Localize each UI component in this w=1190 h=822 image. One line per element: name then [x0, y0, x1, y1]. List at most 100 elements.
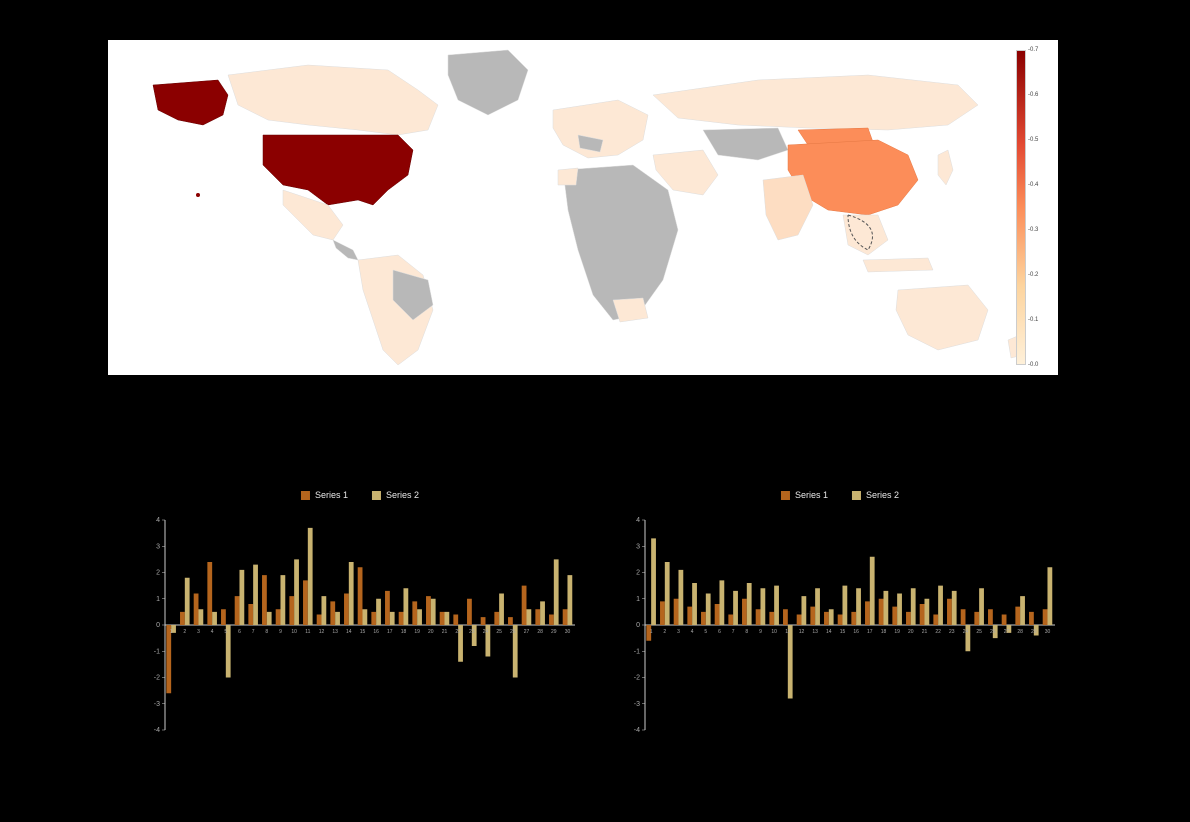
world-map-svg: [108, 40, 1058, 375]
legend-label-a2: Series 2: [386, 490, 419, 500]
svg-text:7: 7: [252, 629, 255, 635]
colorbar-tick: -0.4: [1028, 182, 1038, 188]
svg-text:12: 12: [319, 629, 325, 635]
svg-text:-2: -2: [154, 675, 160, 682]
legend-label-a1: Series 1: [315, 490, 348, 500]
svg-text:-3: -3: [634, 701, 640, 708]
country-russia: [653, 75, 978, 130]
svg-text:8: 8: [745, 629, 748, 635]
legend-item-a2: Series 2: [372, 490, 419, 500]
colorbar-tick: -0.6: [1028, 92, 1038, 98]
country-japan: [938, 150, 953, 185]
country-australia: [896, 285, 988, 350]
svg-text:4: 4: [691, 629, 694, 635]
svg-text:29: 29: [1031, 629, 1037, 635]
legend-swatch-b1: [781, 491, 790, 500]
svg-text:5: 5: [224, 629, 227, 635]
legend-item-b1: Series 1: [781, 490, 828, 500]
svg-text:28: 28: [1017, 629, 1023, 635]
svg-text:3: 3: [197, 629, 200, 635]
svg-text:23: 23: [469, 629, 475, 635]
legend-item-a1: Series 1: [301, 490, 348, 500]
bar-chart-a: Series 1 Series 2 -4-3-2-101234123456789…: [140, 460, 580, 760]
legend-swatch-a2: [372, 491, 381, 500]
svg-text:15: 15: [360, 629, 366, 635]
legend-swatch-a1: [301, 491, 310, 500]
svg-text:28: 28: [537, 629, 543, 635]
svg-text:-4: -4: [634, 727, 640, 734]
colorbar: -0.0-0.1-0.2-0.3-0.4-0.5-0.6-0.7: [1016, 50, 1044, 365]
region-indonesia: [863, 258, 933, 272]
svg-text:14: 14: [826, 629, 832, 635]
svg-text:3: 3: [677, 629, 680, 635]
country-usa-hawaii: [196, 193, 200, 197]
svg-text:20: 20: [428, 629, 434, 635]
svg-text:30: 30: [1045, 629, 1051, 635]
svg-text:19: 19: [894, 629, 900, 635]
svg-text:20: 20: [908, 629, 914, 635]
svg-text:0: 0: [156, 622, 160, 629]
svg-text:8: 8: [265, 629, 268, 635]
svg-text:21: 21: [922, 629, 928, 635]
svg-text:6: 6: [718, 629, 721, 635]
svg-text:1: 1: [650, 629, 653, 635]
svg-text:12: 12: [799, 629, 805, 635]
svg-text:24: 24: [483, 629, 489, 635]
svg-text:29: 29: [551, 629, 557, 635]
svg-text:13: 13: [812, 629, 818, 635]
svg-text:0: 0: [636, 622, 640, 629]
svg-text:21: 21: [442, 629, 448, 635]
region-central-america: [333, 240, 358, 260]
svg-text:17: 17: [387, 629, 393, 635]
svg-text:1: 1: [636, 596, 640, 603]
svg-text:-1: -1: [634, 648, 640, 655]
svg-text:7: 7: [732, 629, 735, 635]
svg-text:14: 14: [346, 629, 352, 635]
svg-text:23: 23: [949, 629, 955, 635]
svg-text:2: 2: [663, 629, 666, 635]
svg-text:4: 4: [636, 517, 640, 524]
svg-text:1: 1: [170, 629, 173, 635]
svg-text:11: 11: [785, 629, 790, 635]
chart-b-legend: Series 1 Series 2: [781, 490, 899, 500]
svg-text:30: 30: [565, 629, 571, 635]
svg-text:24: 24: [963, 629, 969, 635]
svg-text:2: 2: [156, 570, 160, 577]
country-canada: [228, 65, 438, 135]
svg-text:10: 10: [291, 629, 297, 635]
colorbar-tick: -0.5: [1028, 137, 1038, 143]
legend-label-b2: Series 2: [866, 490, 899, 500]
svg-text:27: 27: [524, 629, 530, 635]
svg-text:26: 26: [990, 629, 996, 635]
svg-text:2: 2: [183, 629, 186, 635]
svg-text:6: 6: [238, 629, 241, 635]
chart-b-svg: -4-3-2-101234123456789101112131415161718…: [620, 460, 1060, 760]
colorbar-tick: -0.2: [1028, 272, 1038, 278]
legend-label-b1: Series 1: [795, 490, 828, 500]
svg-text:1: 1: [156, 596, 160, 603]
svg-text:2: 2: [636, 570, 640, 577]
svg-text:9: 9: [279, 629, 282, 635]
svg-text:25: 25: [976, 629, 982, 635]
choropleth-map: -0.0-0.1-0.2-0.3-0.4-0.5-0.6-0.7: [108, 40, 1058, 375]
svg-text:19: 19: [414, 629, 420, 635]
chart-a-legend: Series 1 Series 2: [301, 490, 419, 500]
svg-text:4: 4: [211, 629, 214, 635]
svg-text:13: 13: [332, 629, 338, 635]
colorbar-gradient: [1016, 50, 1026, 365]
colorbar-tick: -0.0: [1028, 362, 1038, 368]
svg-text:16: 16: [373, 629, 379, 635]
svg-text:15: 15: [840, 629, 846, 635]
legend-item-b2: Series 2: [852, 490, 899, 500]
svg-text:3: 3: [636, 543, 640, 550]
svg-text:22: 22: [455, 629, 461, 635]
country-morocco: [558, 168, 578, 185]
bar-chart-b: Series 1 Series 2 -4-3-2-101234123456789…: [620, 460, 1060, 760]
svg-text:11: 11: [305, 629, 310, 635]
colorbar-tick: -0.1: [1028, 317, 1038, 323]
svg-text:-4: -4: [154, 727, 160, 734]
svg-text:5: 5: [704, 629, 707, 635]
svg-text:3: 3: [156, 543, 160, 550]
svg-text:9: 9: [759, 629, 762, 635]
svg-text:17: 17: [867, 629, 873, 635]
